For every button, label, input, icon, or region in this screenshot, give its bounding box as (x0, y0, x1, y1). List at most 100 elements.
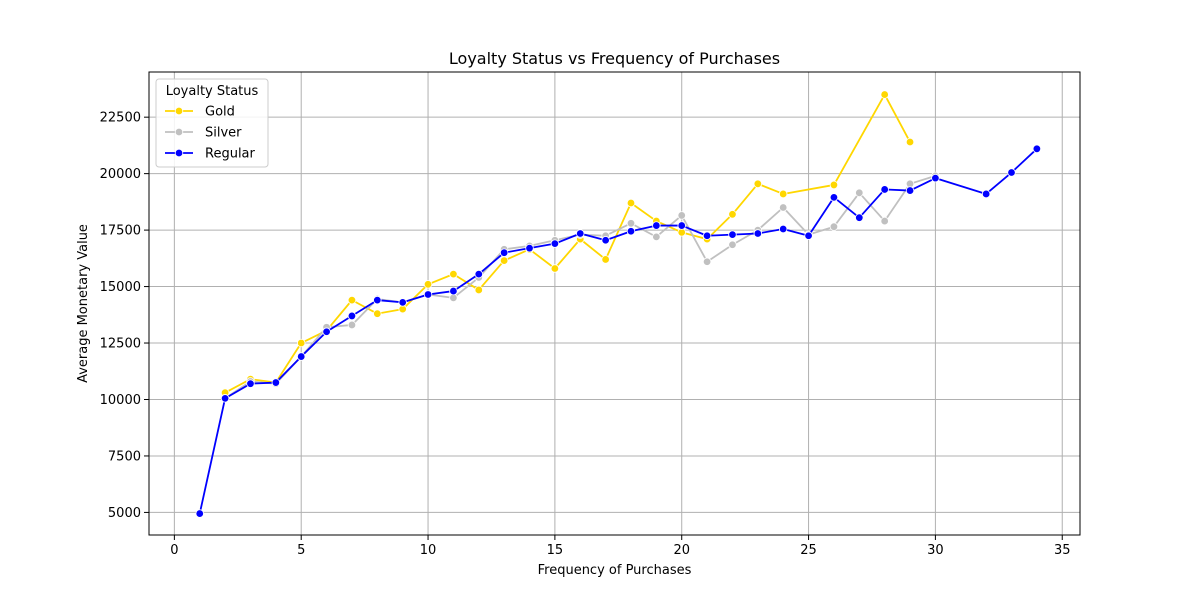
data-point-gold (297, 338, 306, 348)
legend-entry-silver: Silver (165, 126, 242, 141)
x-tick-label: 5 (297, 543, 305, 558)
data-point-regular (829, 193, 839, 202)
data-point-silver (626, 219, 636, 228)
data-point-gold (601, 255, 610, 264)
data-point-regular (855, 213, 864, 222)
data-point-regular (322, 327, 331, 336)
y-tick-label: 15000 (100, 280, 141, 295)
data-point-regular (753, 229, 763, 238)
data-point-regular (423, 290, 433, 299)
data-point-silver (677, 211, 686, 220)
legend-marker-gold (174, 106, 184, 116)
y-axis-label: Average Monetary Value (76, 224, 91, 383)
y-tick-label: 12500 (100, 337, 141, 352)
data-point-gold (880, 90, 889, 99)
y-tick-label: 22500 (100, 111, 141, 126)
data-point-regular (576, 229, 585, 238)
data-point-regular (449, 286, 458, 296)
x-axis-label: Frequency of Purchases (538, 563, 692, 578)
series-gold (220, 90, 915, 397)
data-point-regular (804, 231, 813, 240)
data-point-regular (373, 295, 382, 305)
legend: Loyalty Status Gold Silver Regular (155, 78, 269, 168)
data-point-regular (550, 239, 560, 248)
data-point-regular (981, 189, 991, 199)
data-point-regular (728, 230, 737, 239)
y-tick-label: 17500 (100, 224, 141, 239)
data-point-regular (246, 379, 255, 388)
chart-title: Loyalty Status vs Frequency of Purchases (449, 49, 780, 68)
data-point-regular (652, 221, 661, 230)
data-point-regular (474, 269, 483, 279)
data-point-regular (931, 173, 940, 183)
data-point-regular (525, 243, 534, 253)
data-point-gold (905, 137, 915, 147)
data-point-regular (677, 221, 686, 230)
x-tick-label: 0 (170, 543, 178, 558)
legend-marker-silver (174, 127, 184, 137)
legend-label-regular: Regular (205, 147, 256, 162)
data-point-gold (550, 264, 560, 273)
y-tick-label: 5000 (108, 506, 141, 521)
data-point-gold (474, 285, 483, 295)
series-silver (220, 171, 940, 403)
x-axis-ticks: 0 5 10 15 20 25 30 35 (170, 535, 1071, 558)
data-point-silver (880, 216, 889, 226)
data-point-regular (499, 248, 509, 257)
data-point-gold (778, 189, 788, 199)
legend-box (155, 78, 269, 168)
data-point-silver (855, 188, 864, 198)
data-point-silver (829, 222, 839, 231)
data-point-regular (398, 298, 407, 307)
data-point-gold (347, 295, 357, 305)
data-point-silver (652, 232, 661, 242)
y-axis-ticks: 5000 7500 10000 12500 15000 17500 20000 22500 (100, 111, 149, 521)
x-tick-label: 25 (800, 543, 817, 558)
legend-entry-regular: Regular (165, 147, 256, 162)
data-point-regular (271, 378, 281, 387)
legend-marker-regular (174, 148, 184, 158)
data-point-silver (778, 203, 788, 212)
data-point-silver (728, 240, 737, 249)
data-point-gold (373, 309, 382, 318)
series-regular (195, 144, 1042, 518)
data-point-gold (423, 280, 433, 289)
data-point-regular (297, 352, 306, 361)
data-point-regular (880, 185, 889, 194)
data-point-gold (753, 179, 763, 188)
data-point-regular (347, 311, 357, 321)
data-point-gold (829, 180, 839, 190)
legend-label-gold: Gold (205, 105, 235, 120)
series-line-silver (224, 175, 936, 400)
data-point-regular (1007, 168, 1016, 177)
data-point-gold (626, 198, 636, 208)
y-tick-label: 7500 (108, 449, 141, 464)
data-point-silver (702, 257, 712, 266)
x-tick-label: 35 (1054, 543, 1071, 558)
grid (149, 72, 1080, 535)
data-point-silver (347, 320, 357, 330)
x-tick-label: 15 (547, 543, 564, 558)
y-tick-label: 10000 (100, 393, 141, 408)
data-point-regular (702, 231, 712, 240)
data-point-gold (499, 256, 509, 265)
data-point-gold (449, 269, 458, 279)
x-tick-label: 30 (927, 543, 944, 558)
data-point-regular (905, 186, 915, 195)
x-tick-label: 20 (673, 543, 690, 558)
series-line-gold (224, 93, 911, 394)
series-layer (195, 90, 1042, 518)
plot-frame (148, 71, 1081, 536)
data-point-regular (220, 394, 230, 403)
legend-entry-gold: Gold (165, 105, 235, 120)
legend-entries: Gold Silver Regular (165, 105, 256, 162)
legend-title: Loyalty Status (166, 84, 259, 99)
data-point-regular (601, 236, 610, 245)
data-point-regular (1032, 144, 1042, 153)
x-tick-label: 10 (420, 543, 437, 558)
data-point-regular (626, 227, 636, 236)
y-tick-label: 20000 (100, 167, 141, 182)
data-point-regular (195, 509, 204, 518)
data-point-regular (778, 224, 788, 234)
